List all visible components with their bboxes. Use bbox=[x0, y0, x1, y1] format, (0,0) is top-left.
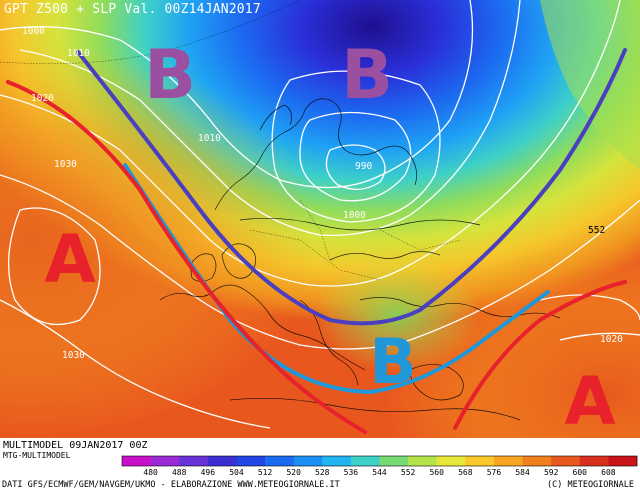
isobars bbox=[0, 0, 640, 428]
colorbar-tick-label: 520 bbox=[286, 468, 301, 477]
colorbar-outline bbox=[121, 455, 638, 467]
colorbar-tick-label: 544 bbox=[372, 468, 387, 477]
colorbar-swatch bbox=[207, 456, 237, 466]
high-center-east: A bbox=[564, 363, 615, 440]
isobar-label: 1020 bbox=[600, 334, 623, 345]
colorbar-tick-label: 496 bbox=[201, 468, 216, 477]
high-center-west: A bbox=[44, 221, 95, 298]
contour-label: 552 bbox=[588, 225, 605, 236]
ridge-axis-east bbox=[453, 280, 627, 430]
colorbar-tick-label: 536 bbox=[344, 468, 359, 477]
pressure-centers: B B B A A bbox=[44, 36, 615, 440]
colorbar-swatch bbox=[408, 456, 438, 466]
colorbar-swatch bbox=[236, 456, 266, 466]
colorbar-tick-label: 480 bbox=[143, 468, 158, 477]
map-title: GPT Z500 + SLP Val. 00Z14JAN2017 bbox=[4, 2, 261, 17]
colorbar-tick-label: 528 bbox=[315, 468, 330, 477]
colorbar-tick-label: 504 bbox=[229, 468, 244, 477]
colorbar-tick-label: 560 bbox=[429, 468, 444, 477]
colorbar-swatch bbox=[493, 456, 523, 466]
colorbar-swatch bbox=[579, 456, 609, 466]
colorbar-swatch bbox=[179, 456, 209, 466]
contour-labels: 552 bbox=[588, 225, 605, 236]
low-center-south: B bbox=[369, 325, 416, 398]
ridge-axis-west bbox=[6, 80, 367, 434]
colorbar-tick-label: 488 bbox=[172, 468, 187, 477]
colorbar-swatch bbox=[265, 456, 294, 466]
colorbar-tick-label: 576 bbox=[487, 468, 502, 477]
northeast-field bbox=[540, 0, 640, 170]
colorbar-swatch bbox=[436, 456, 466, 466]
trough-field bbox=[0, 0, 640, 438]
colorbar-tick-label: 584 bbox=[515, 468, 530, 477]
colorbar-tick-label: 512 bbox=[258, 468, 273, 477]
trough-axis-purple bbox=[76, 48, 627, 326]
isobar-label: 1010 bbox=[67, 48, 90, 59]
isobar-label: 1000 bbox=[343, 210, 366, 221]
colorbar-swatch bbox=[350, 456, 380, 466]
coastlines bbox=[159, 98, 561, 421]
copyright: (C) METEOGIORNALE bbox=[547, 480, 634, 490]
colorbar-tick-label: 568 bbox=[458, 468, 473, 477]
colorbar-tick-label: 600 bbox=[573, 468, 588, 477]
colorbar-tick-label: 608 bbox=[601, 468, 616, 477]
low-center-west: B bbox=[144, 36, 196, 115]
isobar-label: 990 bbox=[355, 161, 372, 172]
colorbar-swatch bbox=[122, 456, 151, 466]
isobar-label: 1000 bbox=[22, 26, 45, 37]
borders bbox=[0, 0, 461, 281]
colorbar-swatch bbox=[322, 456, 352, 466]
model-run-info: MULTIMODEL 09JAN2017 00Z bbox=[3, 440, 148, 451]
isobar-label: 1030 bbox=[62, 350, 85, 361]
trough-lines bbox=[6, 48, 627, 434]
colorbar-swatch bbox=[551, 456, 581, 466]
colorbar-labels: 480 488 496 504 512 520 528 536 544 552 560 568 576 5… bbox=[143, 468, 615, 477]
colorbar-swatch bbox=[293, 456, 323, 466]
colorbar-swatch bbox=[465, 456, 495, 466]
colorbar-tick-label: 592 bbox=[544, 468, 559, 477]
colorbar-swatch bbox=[150, 456, 180, 466]
colorbar bbox=[121, 455, 638, 467]
low-center-north: B bbox=[341, 36, 393, 115]
isobar-label: 1030 bbox=[54, 159, 77, 170]
isobar-labels: 1000 1010 1020 1030 1010 990 1000 1030 1… bbox=[22, 26, 623, 361]
data-credits: DATI GFS/ECMWF/GEM/NAVGEM/UKMO - ELABORA… bbox=[2, 480, 340, 490]
colorbar-swatch bbox=[522, 456, 552, 466]
colorbar-swatch bbox=[608, 456, 638, 466]
colorbar-tick-label: 552 bbox=[401, 468, 416, 477]
colorbar-swatch bbox=[379, 456, 409, 466]
isobar-label: 1020 bbox=[31, 93, 54, 104]
isobar-label: 1010 bbox=[198, 133, 221, 144]
model-source: MTG-MULTIMODEL bbox=[3, 451, 71, 460]
